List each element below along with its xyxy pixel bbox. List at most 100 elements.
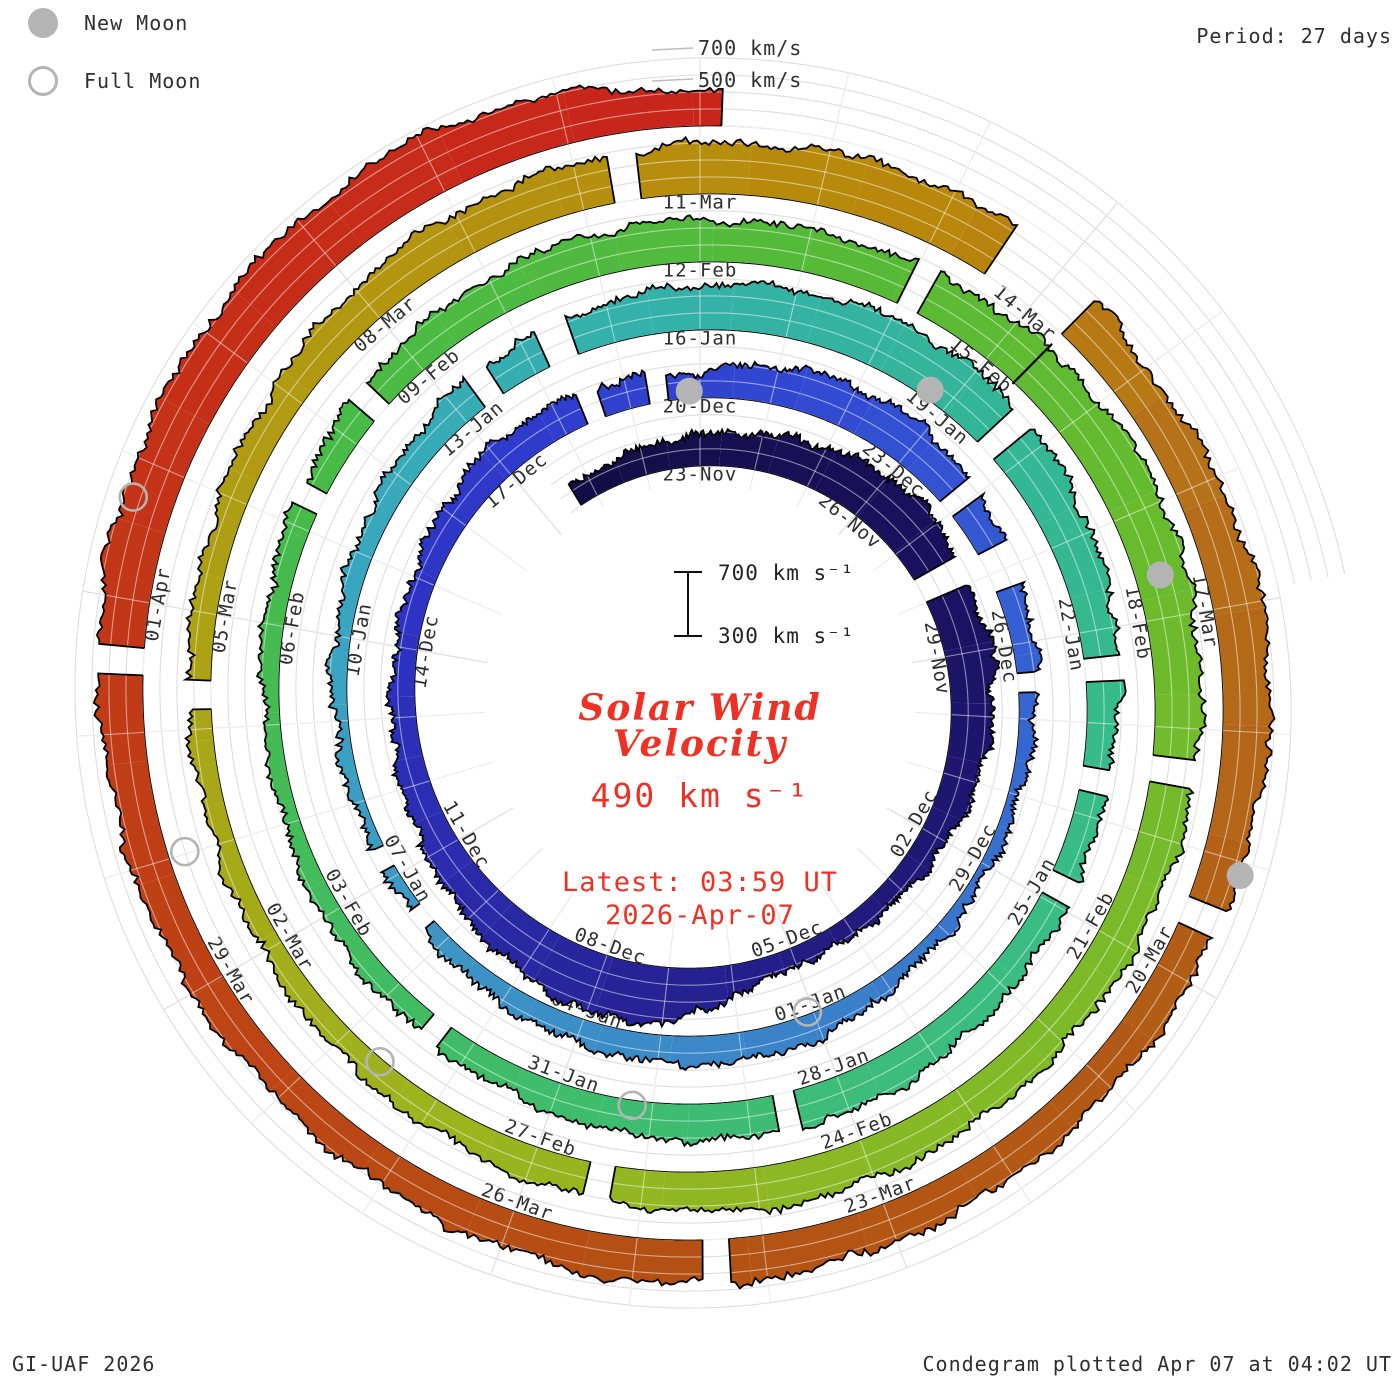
band-baseline [793,892,1043,1091]
velocity-band-segment [858,1096,966,1178]
new-moon-marker [916,376,944,404]
full-moon-marker [792,997,823,1027]
band-crest-line [567,427,958,581]
date-spoke-overlay [192,322,528,572]
velocity-band-segment [828,895,885,945]
velocity-band-segment [328,127,463,246]
center-annotation: Solar Wind Velocity 490 km s⁻¹ Latest: 0… [450,690,950,931]
legend-new-moon: New Moon [28,8,201,38]
date-spoke-overlay [163,807,514,1011]
velocity-band-segment [1131,393,1225,512]
velocity-band-segment [269,1069,381,1169]
date-spoke-overlay [291,213,562,535]
band-crest-line [365,214,921,405]
date-spoke-overlay [250,847,544,1124]
velocity-band-segment [354,476,407,559]
velocity-band-segment [851,155,977,254]
date-spoke-overlay [796,121,991,508]
velocity-band-segment [610,1166,665,1213]
legend-full-moon-label: Full Moon [84,69,202,93]
band-baseline [995,592,1018,674]
band-crest-line [379,864,421,913]
velocity-band-segment [256,932,335,1029]
velocity-band-segment [945,1035,1051,1131]
sector-boundary-line [1011,343,1053,385]
band-crest-line [664,360,972,503]
velocity-band-segment [336,550,372,631]
band-baseline [388,261,898,405]
velocity-band-segment [306,880,373,968]
new-moon-icon [28,8,58,38]
velocity-band-segment [466,960,537,1021]
velocity-band-segment [383,411,455,492]
velocity-band-segment [728,1236,752,1289]
band-baseline [952,516,979,555]
velocity-band-segment [810,981,882,1043]
full-moon-marker [617,1090,647,1121]
velocity-band-segment [466,1198,590,1277]
velocity-band-segment [263,529,307,625]
velocity-band-segment [385,696,423,761]
velocity-band-segment [358,221,467,317]
band-baseline [1052,789,1080,871]
latest-date-label: 2026-Apr-07 [605,900,795,931]
velocity-band-segment [996,582,1042,656]
band-crest-line [995,580,1043,675]
band-baseline [326,421,375,494]
band-baseline [668,397,941,502]
band-crest-line [95,84,724,649]
band-baseline [278,514,435,1015]
velocity-band-segment [392,755,443,824]
radial-speed-label-500: 500 km/s [698,68,803,92]
date-spoke-overlay [628,914,676,1306]
velocity-bands [93,85,1275,1289]
velocity-band-segment [994,326,1100,433]
credit-label: GI-UAF 2026 [12,1352,156,1376]
band-baseline [210,709,591,1163]
band-baseline [142,675,703,1241]
velocity-band-segment [959,1101,1074,1198]
band-crest-line [424,691,1041,1072]
velocity-band-segment [1059,402,1158,513]
band-crest-line [993,428,1121,660]
velocity-band-segment [1208,724,1273,844]
date-spoke-overlay [490,902,627,1276]
band-baseline [917,312,1156,756]
date-spoke-overlay [749,72,850,490]
current-velocity-value: 490 km s⁻¹ [590,776,810,815]
band-crest-line [184,708,592,1197]
velocity-band-segment [636,137,752,199]
velocity-band-segment [481,1130,591,1195]
plotted-timestamp-label: Condegram plotted Apr 07 at 04:02 UT [922,1352,1392,1376]
band-crest-line [609,780,1195,1216]
velocity-band-segment [1214,607,1275,727]
new-moon-marker [1226,862,1254,890]
velocity-band-segment [1141,588,1203,695]
velocity-band-segment [229,369,311,482]
band-baseline [615,781,1151,1173]
velocity-band-segment [793,1062,882,1130]
velocity-band-segment [354,953,434,1029]
velocity-band-segment [719,429,780,473]
band-crest-line [435,1026,781,1148]
velocity-band-segment [568,462,624,506]
velocity-band-segment [1061,301,1166,417]
velocity-band-segment [1153,694,1206,761]
band-crest-line [728,921,1215,1290]
scale-bar-cap-top [674,571,702,573]
new-moon-marker [675,377,703,405]
band-crest-line [92,672,704,1287]
velocity-band-segment [1020,959,1114,1067]
band-crest-line [635,135,1019,275]
date-spoke-overlay [912,597,1281,664]
velocity-band-segment [747,1213,871,1286]
band-baseline [346,406,486,846]
velocity-band-segment [993,429,1076,525]
tick-700kms [651,47,694,51]
full-moon-marker [118,482,149,512]
velocity-band-segment [433,377,486,434]
velocity-band-segment [362,1143,481,1233]
full-moon-icon [28,66,58,96]
velocity-band-segment [343,776,384,850]
band-crest-line [182,155,616,682]
